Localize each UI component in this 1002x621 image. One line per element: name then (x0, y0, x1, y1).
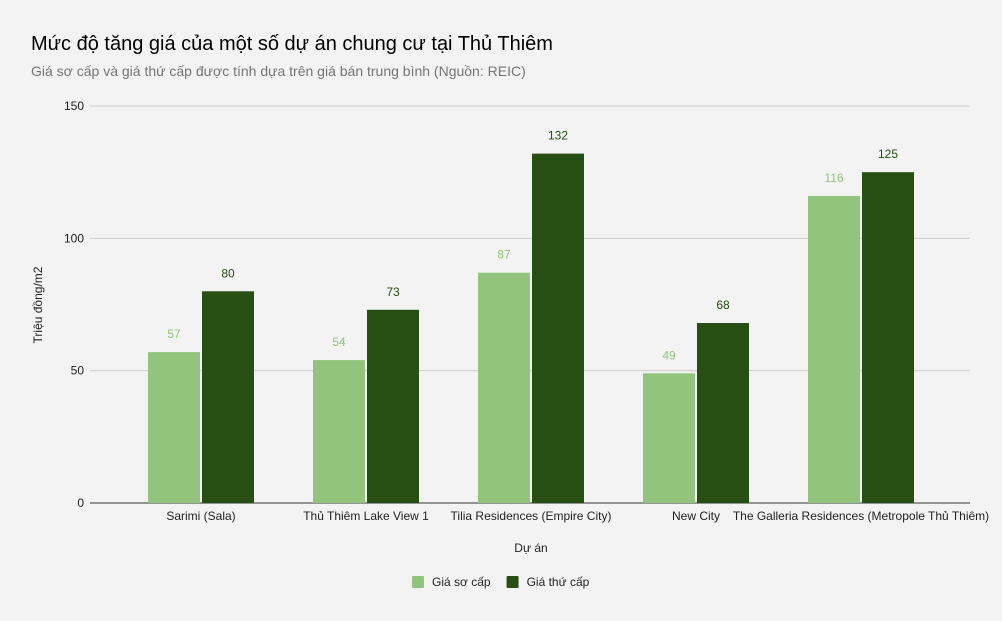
y-axis-title: Triệu đồng/m2 (31, 266, 45, 343)
data-label: 80 (221, 266, 235, 280)
legend-swatch (506, 576, 519, 588)
bar[interactable] (808, 195, 860, 503)
x-tick-label: Sarimi (Sala) (166, 509, 235, 523)
bar[interactable] (532, 153, 584, 503)
bar[interactable] (697, 323, 749, 503)
bar[interactable] (148, 352, 200, 503)
data-label: 54 (332, 335, 346, 349)
bar[interactable] (478, 272, 530, 503)
data-label: 125 (878, 147, 898, 161)
y-tick-label: 100 (64, 231, 84, 245)
x-axis-title: Dự án (514, 541, 547, 555)
bar[interactable] (202, 291, 254, 503)
chart-title: Mức độ tăng giá của một số dự án chung c… (31, 33, 553, 55)
x-tick-label: Tilia Residences (Empire City) (451, 509, 612, 523)
bar[interactable] (313, 360, 365, 503)
data-label: 49 (662, 348, 676, 362)
data-label: 73 (386, 285, 400, 299)
data-label: 116 (824, 171, 843, 185)
legend-label[interactable]: Giá thứ cấp (527, 575, 590, 589)
data-label: 57 (167, 327, 181, 341)
legend-swatch (412, 576, 424, 588)
data-label: 68 (716, 298, 730, 312)
data-label: 87 (497, 248, 511, 262)
bar[interactable] (862, 172, 914, 503)
chart-subtitle: Giá sơ cấp và giá thứ cấp được tính dựa … (31, 63, 526, 79)
legend-label[interactable]: Giá sơ cấp (432, 575, 491, 589)
data-label: 132 (548, 129, 568, 143)
x-tick-label: New City (672, 509, 720, 523)
bar[interactable] (643, 373, 695, 503)
bar[interactable] (367, 309, 419, 503)
y-tick-label: 0 (77, 496, 84, 510)
y-tick-label: 50 (71, 364, 85, 378)
x-tick-label: Thủ Thiêm Lake View 1 (303, 509, 429, 523)
y-tick-label: 150 (64, 99, 84, 113)
x-tick-label: The Galleria Residences (Metropole Thủ T… (733, 509, 989, 523)
